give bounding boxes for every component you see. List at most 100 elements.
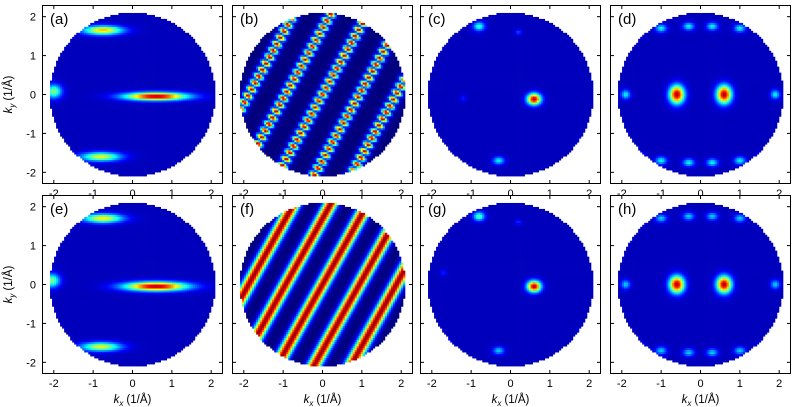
heatmap-cell (152, 50, 155, 54)
heatmap-cell (182, 114, 186, 117)
heatmap-cell (84, 124, 87, 127)
heatmap-cell (72, 48, 75, 52)
heatmap-cell (74, 56, 77, 60)
heatmap-cell (102, 94, 105, 97)
heatmap-cell (74, 136, 77, 139)
heatmap-cell (166, 154, 170, 157)
heatmap-cell (108, 28, 111, 32)
heatmap-cell (158, 70, 161, 73)
heatmap-cell (84, 120, 87, 123)
heatmap-cell (134, 128, 137, 131)
heatmap-cell (82, 114, 85, 117)
heatmap-cell (78, 76, 81, 79)
heatmap-cell (92, 50, 95, 54)
heatmap-cell (70, 130, 73, 133)
heatmap-cell (76, 120, 79, 123)
heatmap-cell (86, 96, 89, 99)
heatmap-cell (140, 46, 143, 50)
heatmap-cell (178, 30, 182, 34)
heatmap-cell (154, 100, 157, 103)
heatmap-cell (164, 92, 168, 95)
heatmap-cell (176, 132, 180, 135)
heatmap-cell (184, 104, 188, 107)
heatmap-cell (190, 42, 194, 46)
heatmap-cell (114, 126, 117, 129)
heatmap-cell (118, 148, 121, 151)
heatmap-cell (100, 30, 103, 34)
heatmap-cell (124, 168, 127, 171)
heatmap-cell (138, 134, 141, 137)
heatmap-cell (68, 70, 71, 73)
heatmap-cell (112, 74, 115, 77)
heatmap-cell (164, 60, 168, 64)
heatmap-cell (74, 40, 77, 44)
heatmap-cell (94, 72, 97, 75)
heatmap-cell (134, 148, 137, 151)
heatmap-cell (148, 148, 151, 151)
heatmap-cell (80, 118, 83, 121)
heatmap-cell (94, 92, 97, 95)
heatmap-cell (70, 118, 73, 121)
heatmap-cell (116, 84, 119, 87)
heatmap-cell (112, 34, 115, 38)
heatmap-cell (92, 158, 95, 161)
heatmap-cell (76, 124, 79, 127)
heatmap-cell (74, 80, 77, 83)
heatmap-cell (114, 32, 117, 36)
heatmap-cell (66, 72, 69, 75)
heatmap-cell (164, 36, 168, 40)
heatmap-cell (162, 76, 166, 79)
heatmap-cell (168, 78, 172, 81)
heatmap-cell (130, 86, 133, 89)
heatmap-cell (182, 78, 186, 81)
heatmap-cell (130, 150, 133, 153)
heatmap-cell (86, 60, 89, 64)
heatmap-cell (102, 134, 105, 137)
heatmap-cell (144, 80, 147, 83)
heatmap-cell (94, 60, 97, 64)
heatmap-cell (92, 28, 95, 32)
heatmap-cell (142, 64, 145, 68)
heatmap-cell (130, 164, 133, 167)
heatmap-cell (106, 90, 109, 93)
heatmap-cell (138, 130, 141, 133)
heatmap-cell (98, 154, 101, 157)
heatmap-cell (82, 74, 85, 77)
heatmap-cell (130, 50, 133, 54)
heatmap-cell (172, 118, 176, 121)
heatmap-cell (164, 54, 168, 58)
heatmap-cell (160, 20, 164, 24)
heatmap-cell (96, 94, 99, 97)
heatmap-cell (160, 72, 164, 75)
heatmap-cell (162, 46, 166, 50)
heatmap-cell (98, 86, 101, 89)
heatmap-cell (194, 82, 198, 85)
heatmap-cell (64, 96, 67, 99)
heatmap-cell (128, 18, 131, 22)
heatmap-cell (138, 106, 141, 109)
heatmap-cell (130, 44, 133, 48)
heatmap-cell (80, 106, 83, 109)
heatmap-cell (148, 162, 151, 165)
heatmap-cell (164, 142, 168, 145)
heatmap-cell (82, 120, 85, 123)
heatmap-cell (90, 52, 93, 56)
heatmap-cell (152, 94, 155, 97)
heatmap-cell (140, 60, 143, 64)
heatmap-cell (60, 52, 63, 56)
heatmap-cell (102, 132, 105, 135)
heatmap-cell (124, 104, 127, 107)
heatmap-cell (58, 120, 61, 123)
heatmap-cell (96, 60, 99, 64)
heatmap-cell (120, 120, 123, 123)
heatmap-cell (108, 136, 111, 139)
heatmap-cell (128, 34, 131, 38)
heatmap-cell (178, 148, 182, 151)
heatmap-cell (182, 70, 186, 73)
heatmap-cell (140, 84, 143, 87)
heatmap-cell (96, 38, 99, 42)
heatmap-cell (106, 144, 109, 147)
heatmap-cell (174, 50, 178, 54)
heatmap-cell (186, 70, 190, 73)
heatmap-cell (152, 120, 155, 123)
